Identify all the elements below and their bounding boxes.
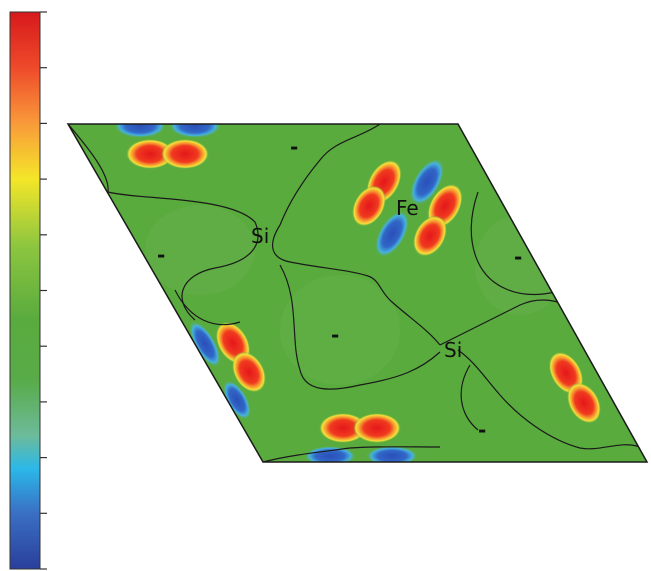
negative-lobe	[304, 446, 356, 462]
low-density-region	[280, 275, 400, 385]
positive-lobe	[231, 351, 267, 393]
colorbar-gradient	[9, 11, 41, 570]
minus-marker: -	[157, 243, 165, 267]
atom-labels: Si Si Fe	[251, 196, 462, 362]
minus-markers: - - - - -	[157, 135, 522, 442]
positive-lobe	[161, 139, 209, 169]
unit-cell	[66, 123, 649, 463]
negative-lobe	[223, 380, 251, 420]
positive-lobe	[126, 139, 174, 169]
si-label-left: Si	[251, 224, 269, 248]
minus-marker: -	[478, 418, 486, 442]
low-density-region	[145, 205, 255, 295]
positive-lobe	[412, 215, 448, 257]
minus-marker: -	[331, 323, 339, 347]
negative-lobe	[189, 320, 221, 368]
positive-lobe	[319, 413, 367, 443]
si-label-right: Si	[444, 338, 462, 362]
positive-lobe	[353, 413, 401, 443]
minus-marker: -	[290, 135, 298, 159]
negative-lobe	[409, 158, 445, 206]
negative-lobe	[374, 210, 410, 258]
positive-lobe	[566, 382, 602, 424]
fe-label: Fe	[396, 196, 419, 220]
positive-lobe	[351, 185, 387, 227]
colorbar-ticks	[40, 11, 47, 570]
colorbar	[9, 11, 47, 570]
negative-lobe	[366, 446, 418, 462]
unit-cell-border	[66, 123, 649, 463]
negative-lobe	[169, 124, 221, 138]
negative-lobe	[114, 124, 166, 138]
minus-marker: -	[514, 245, 522, 269]
